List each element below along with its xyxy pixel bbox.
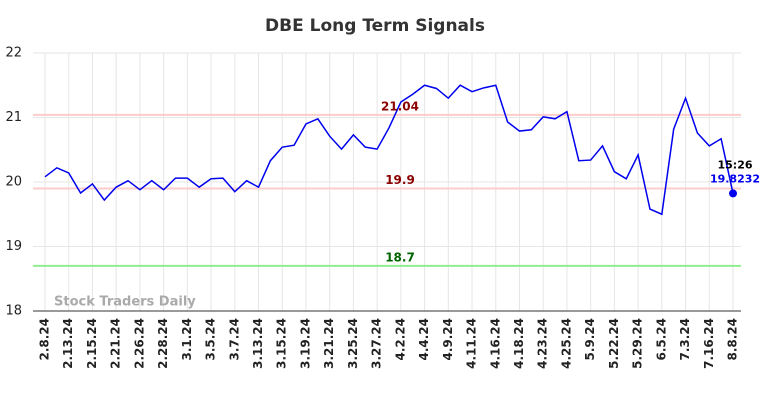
- chart-title: DBE Long Term Signals: [265, 16, 485, 36]
- x-tick-label: 5.29.24: [631, 318, 645, 369]
- y-tick-label: 22: [5, 46, 22, 61]
- x-tick-label: 7.16.24: [702, 318, 716, 369]
- x-tick-label: 7.3.24: [678, 318, 692, 361]
- y-tick-label: 21: [5, 110, 22, 125]
- series-line: [44, 84, 734, 216]
- plot: [33, 52, 741, 312]
- x-tick-label: 4.9.24: [441, 318, 455, 361]
- x-tick-label: 3.27.24: [370, 318, 384, 369]
- x-tick-label: 4.25.24: [559, 318, 573, 369]
- x-tick-label: 3.7.24: [227, 318, 241, 361]
- x-tick-label: 3.21.24: [322, 318, 336, 369]
- x-tick-label: 2.8.24: [38, 318, 52, 361]
- x-tick-label: 2.21.24: [109, 318, 123, 369]
- x-tick-label: 2.26.24: [132, 318, 146, 369]
- x-tick-label: 2.28.24: [156, 318, 170, 369]
- x-tick-label: 3.15.24: [275, 318, 289, 369]
- signal-label: 19.9: [385, 173, 415, 187]
- x-tick-label: 3.19.24: [298, 318, 312, 369]
- last-point: [729, 189, 737, 198]
- watermark: Stock Traders Daily: [54, 295, 196, 310]
- x-tick-label: 4.16.24: [488, 318, 502, 369]
- y-tick-label: 18: [5, 304, 22, 319]
- x-tick-label: 8.8.24: [726, 318, 740, 361]
- x-tick-label: 3.25.24: [346, 318, 360, 369]
- x-tick-label: 4.18.24: [512, 318, 526, 369]
- last-time-label: 15:26: [717, 158, 752, 171]
- x-tick-label: 3.1.24: [180, 318, 194, 361]
- x-tick-label: 2.15.24: [85, 318, 99, 369]
- signal-label: 21.04: [381, 99, 419, 113]
- x-tick-label: 5.22.24: [607, 318, 621, 369]
- last-value-label: 19.8232: [710, 172, 760, 185]
- x-tick-label: 6.5.24: [654, 318, 668, 361]
- signal-label: 18.7: [385, 250, 415, 264]
- y-tick-label: 19: [5, 239, 22, 254]
- x-tick-label: 5.9.24: [583, 318, 597, 361]
- x-tick-label: 4.23.24: [536, 318, 550, 369]
- x-tick-label: 2.13.24: [61, 318, 75, 369]
- x-tick-label: 4.4.24: [417, 318, 431, 361]
- y-tick-label: 20: [5, 175, 22, 190]
- x-tick-label: 3.13.24: [251, 318, 265, 369]
- x-tick-label: 4.11.24: [465, 318, 479, 369]
- x-tick-label: 3.5.24: [204, 318, 218, 361]
- x-tick-label: 4.2.24: [393, 318, 407, 361]
